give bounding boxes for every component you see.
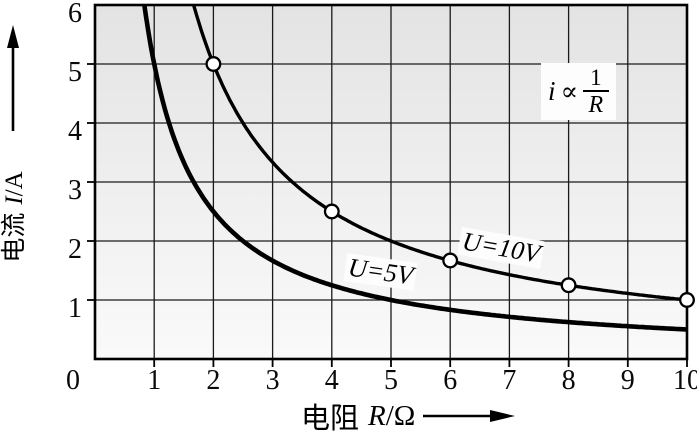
- proportionality-annotation: i ∝ 1 R: [541, 63, 616, 120]
- x-tick-label-10: 10: [673, 365, 697, 396]
- y-axis-arrow-icon: [7, 25, 19, 131]
- x-tick-label-2: 2: [206, 365, 221, 396]
- curve-u5v: [142, 5, 687, 332]
- data-point-marker: [560, 277, 577, 294]
- curve-u10v: [191, 5, 687, 302]
- y-tick-label-4: 4: [68, 116, 82, 147]
- y-tick-label-1: 1: [68, 293, 82, 324]
- x-axis-label-symbol: R: [368, 399, 386, 432]
- y-axis-label: 电流 I/A: [0, 152, 31, 282]
- y-tick-label-5: 5: [68, 57, 82, 88]
- annotation-fraction-numerator: 1: [583, 65, 609, 92]
- x-tick-label-4: 4: [324, 365, 339, 396]
- x-tick-label-8: 8: [561, 365, 576, 396]
- x-tick-label-5: 5: [384, 365, 398, 396]
- y-axis-label-unit: /A: [1, 171, 28, 197]
- data-point-marker: [323, 203, 340, 220]
- x-tick-label-9: 9: [620, 365, 635, 396]
- y-tick-label-3: 3: [68, 175, 82, 206]
- annotation-fraction: 1 R: [583, 65, 609, 118]
- y-axis-title: 电流 I/A: [0, 20, 34, 270]
- data-point-marker: [442, 252, 459, 269]
- plot-area: [87, 3, 695, 367]
- y-tick-label-6: 6: [68, 0, 82, 29]
- x-axis-label-quantity: 电阻: [301, 403, 360, 435]
- x-tick-label-7: 7: [502, 365, 517, 396]
- proportional-to-symbol: ∝: [560, 76, 579, 106]
- data-point-marker: [679, 292, 695, 308]
- x-tick-label-6: 6: [443, 365, 458, 396]
- y-tick-label-2: 2: [68, 234, 82, 265]
- annotation-current-symbol: i: [548, 76, 556, 106]
- origin-tick-label: 0: [66, 365, 80, 396]
- x-axis-title: 电阻 R/Ω: [301, 399, 516, 435]
- x-axis-arrow-icon: [423, 410, 516, 422]
- y-axis-label-quantity: 电流: [1, 212, 28, 263]
- plot-border: [93, 3, 689, 361]
- x-axis-label-unit: /Ω: [385, 399, 416, 432]
- data-point-marker: [205, 56, 222, 72]
- annotation-fraction-denominator: R: [588, 92, 604, 118]
- y-axis-label-symbol: I: [1, 196, 28, 205]
- x-tick-label-3: 3: [265, 365, 280, 396]
- x-tick-label-1: 1: [147, 365, 162, 396]
